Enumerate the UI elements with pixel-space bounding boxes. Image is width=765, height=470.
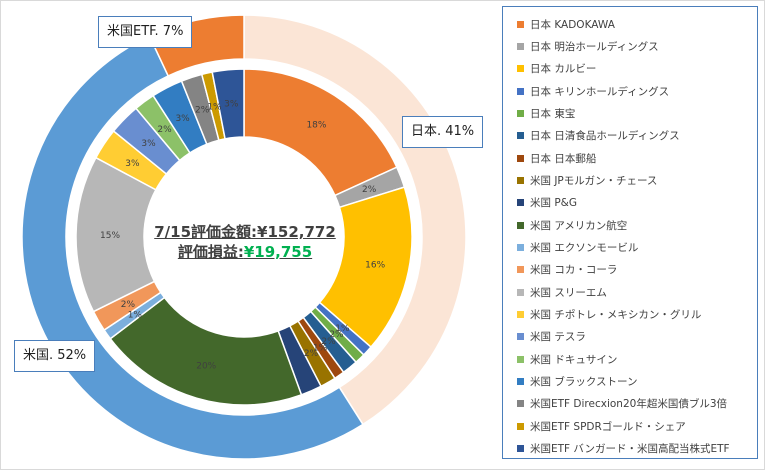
- valuation-gain-value: ¥19,755: [243, 243, 313, 261]
- legend-swatch: [517, 355, 524, 363]
- legend-item: 米国 P&G: [517, 192, 577, 214]
- legend-item: 日本 KADOKAWA: [517, 13, 615, 35]
- inner-ring-data-label: 3%: [224, 100, 239, 110]
- legend-item: 米国 チポトレ・メキシカン・グリル: [517, 304, 701, 326]
- legend-swatch: [517, 422, 524, 430]
- legend-label: 米国 JPモルガン・チェース: [530, 174, 658, 187]
- legend-label: 米国 コカ・コーラ: [530, 264, 618, 277]
- legend-label: 日本 カルビー: [530, 63, 597, 76]
- legend-swatch: [517, 378, 524, 386]
- legend-item: 日本 東宝: [517, 102, 575, 124]
- legend-label: 米国ETF バンガード・米国高配当株式ETF: [530, 443, 730, 456]
- valuation-total: 7/15評価金額:¥152,772: [154, 223, 336, 241]
- legend-label: 米国 P&G: [530, 197, 577, 210]
- legend-item: 米国ETF SPDRゴールド・シェア: [517, 415, 686, 437]
- legend-swatch: [517, 176, 524, 184]
- legend-label: 日本 日本郵船: [530, 152, 597, 165]
- inner-ring-data-label: 2%: [362, 185, 377, 195]
- legend-label: 米国 スリーエム: [530, 286, 607, 299]
- legend-swatch: [517, 244, 524, 251]
- inner-ring-data-label: 1%: [128, 311, 143, 321]
- legend-label: 日本 日清食品ホールディングス: [530, 130, 680, 143]
- legend-label: 日本 KADOKAWA: [530, 18, 615, 31]
- legend-swatch: [517, 445, 524, 453]
- legend-swatch: [517, 132, 524, 140]
- inner-ring-data-label: 16%: [365, 260, 385, 270]
- legend-label: 日本 明治ホールディングス: [530, 40, 659, 53]
- legend-swatch: [517, 288, 524, 296]
- inner-ring-data-label: 2%: [304, 349, 319, 359]
- legend-label: 米国ETF SPDRゴールド・シェア: [530, 420, 686, 433]
- inner-ring-data-label: 15%: [100, 231, 120, 241]
- inner-ring-data-label: 2%: [195, 106, 210, 116]
- legend-swatch: [517, 65, 524, 73]
- outer-label-us: 米国. 52%: [14, 340, 96, 372]
- legend-swatch: [517, 42, 524, 50]
- inner-ring-data-label: 1%: [335, 324, 350, 334]
- legend-swatch: [517, 400, 524, 408]
- inner-ring-labels: 18%2%16%1%2%2%1%2%20%1%2%15%3%3%2%3%2%1%…: [100, 100, 386, 372]
- legend-item: 日本 日清食品ホールディングス: [517, 125, 680, 147]
- center-summary: 7/15評価金額:¥152,772 評価損益:¥19,755: [110, 222, 380, 262]
- legend-item: 米国 スリーエム: [517, 281, 607, 303]
- valuation-gain-line: 評価損益:¥19,755: [110, 242, 380, 262]
- legend-swatch: [517, 333, 524, 341]
- inner-ring-slice: [211, 68, 245, 140]
- legend-label: 米国 ブラックストーン: [530, 376, 638, 389]
- legend: 日本 KADOKAWA 日本 明治ホールディングス 日本 カルビー日本 キリンホール…: [502, 6, 758, 459]
- inner-ring-data-label: 3%: [141, 139, 156, 149]
- doughnut-chart: 18%2%16%1%2%2%1%2%20%1%2%15%3%3%2%3%2%1%…: [21, 14, 467, 460]
- inner-ring-data-label: 2%: [329, 330, 344, 340]
- legend-swatch: [517, 154, 524, 162]
- legend-item: 米国 アメリカン航空: [517, 214, 627, 236]
- legend-label: 日本 キリンホールディングス: [530, 85, 670, 98]
- inner-ring-data-label: 2%: [321, 337, 336, 347]
- inner-ring-data-label: 1%: [313, 343, 328, 353]
- legend-item: 米国ETF Direcxion20年超米国債ブル3倍: [517, 393, 727, 415]
- inner-ring: [75, 68, 413, 406]
- valuation-gain-label: 評価損益:: [177, 243, 244, 261]
- inner-ring-data-label: 18%: [306, 120, 326, 130]
- legend-item: 米国 JPモルガン・チェース: [517, 169, 657, 191]
- inner-ring-data-label: 1%: [207, 102, 222, 112]
- legend-swatch: [517, 199, 524, 207]
- legend-item: 米国 エクソンモービル: [517, 237, 638, 259]
- outer-label-us-etf: 米国ETF. 7%: [98, 16, 193, 48]
- legend-label: 米国 エクソンモービル: [530, 242, 639, 254]
- legend-label: 米国 ドキュサイン: [530, 353, 618, 366]
- legend-item: 米国 コカ・コーラ: [517, 259, 617, 281]
- legend-swatch: [517, 109, 524, 117]
- legend-label: 日本 東宝: [530, 107, 576, 120]
- legend-item: 米国 ドキュサイン: [517, 348, 617, 370]
- legend-item: 米国ETF バンガード・米国高配当株式ETF: [517, 438, 730, 460]
- legend-swatch: [517, 20, 524, 28]
- legend-item: 日本 日本郵船: [517, 147, 596, 169]
- inner-ring-data-label: 3%: [175, 114, 190, 124]
- inner-ring-data-label: 2%: [121, 300, 136, 310]
- legend-item: 日本 明治ホールディングス: [517, 35, 659, 57]
- inner-ring-data-label: 3%: [125, 159, 140, 169]
- inner-ring-data-label: 2%: [157, 125, 172, 135]
- outer-label-japan: 日本. 41%: [402, 116, 484, 148]
- legend-label: 米国 チポトレ・メキシカン・グリル: [530, 309, 702, 322]
- legend-swatch: [517, 221, 524, 229]
- inner-ring-data-label: 20%: [196, 362, 216, 372]
- legend-item: 米国 テスラ: [517, 326, 586, 348]
- legend-item: 日本 カルビー: [517, 58, 596, 80]
- legend-item: 日本 キリンホールディングス: [517, 80, 669, 102]
- legend-item: 米国 ブラックストーン: [517, 371, 638, 393]
- legend-swatch: [517, 87, 524, 95]
- legend-label: 米国 アメリカン航空: [530, 219, 628, 232]
- legend-swatch: [517, 311, 524, 319]
- legend-label: 米国 テスラ: [530, 331, 586, 344]
- legend-label: 米国ETF Direcxion20年超米国債ブル3倍: [530, 398, 727, 411]
- legend-swatch: [517, 266, 524, 274]
